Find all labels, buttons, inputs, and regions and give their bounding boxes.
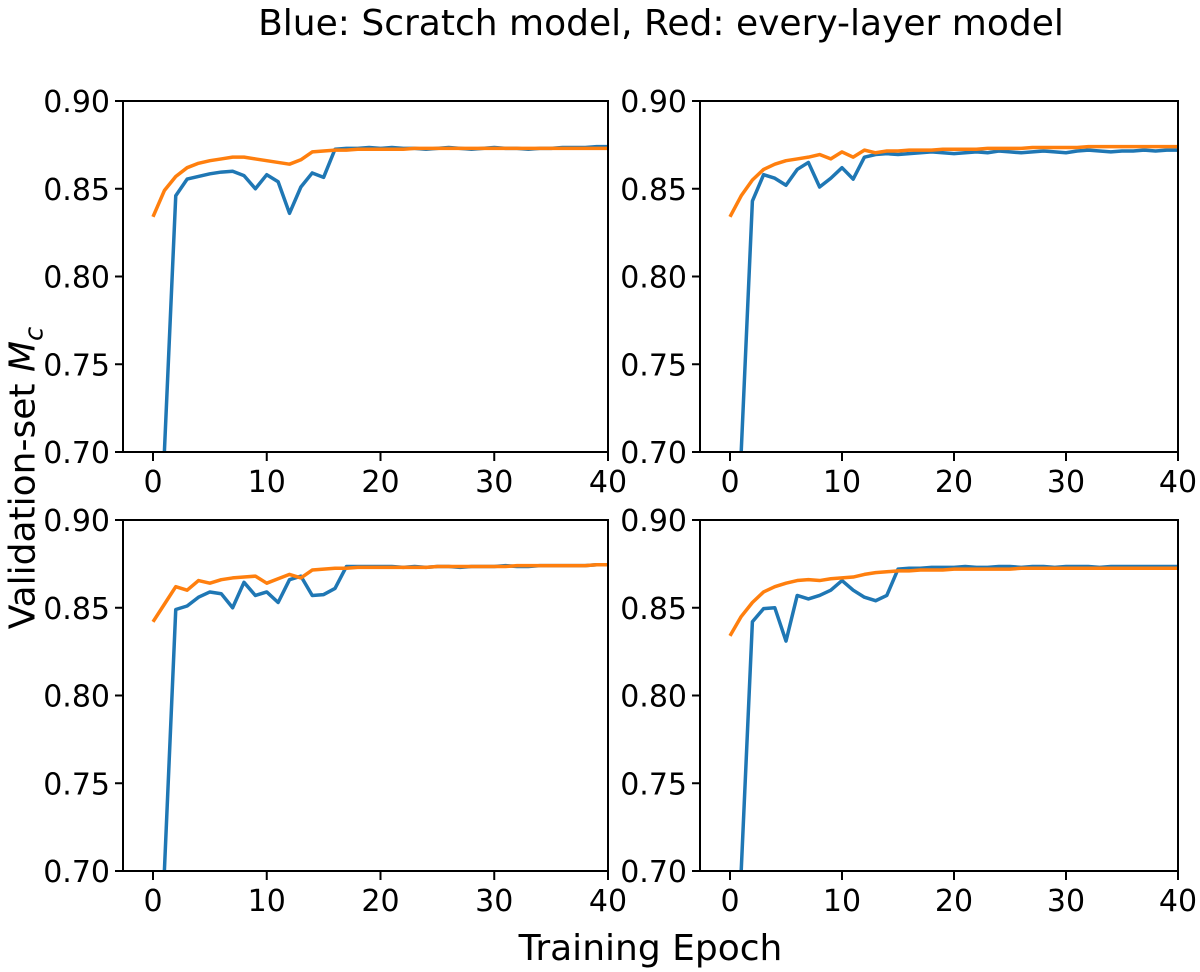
x-tick-label: 10: [823, 465, 861, 500]
x-tick-label: 0: [143, 465, 162, 500]
y-axis-label-text: Validation-set: [2, 372, 44, 630]
x-tick-label: 40: [589, 884, 627, 919]
x-tick-label: 40: [1159, 465, 1197, 500]
y-tick-label: 0.75: [43, 348, 110, 383]
x-tick-label: 20: [361, 884, 399, 919]
y-tick-label: 0.75: [620, 767, 687, 802]
axes-border: [122, 100, 609, 453]
x-tick-label: 10: [248, 884, 286, 919]
every-layer-model-line: [151, 146, 608, 218]
y-tick-label: 0.85: [620, 173, 687, 208]
subplot-top-right: 0.90 0.85 0.80 0.75 0.70 0 10 20 30 40: [620, 85, 1197, 500]
every-layer-model-line: [728, 566, 1178, 637]
x-tick-label: 40: [1159, 884, 1197, 919]
x-tick-label: 0: [720, 465, 739, 500]
every-layer-model-line: [151, 563, 608, 623]
y-tick-label: 0.70: [43, 855, 110, 890]
x-tick-label: 10: [823, 884, 861, 919]
x-axis-label: Training Epoch: [518, 928, 783, 969]
subplot-bottom-left: 0.90 0.85 0.80 0.75 0.70 0 10 20 30 40: [43, 504, 627, 919]
axes-border: [122, 519, 609, 872]
y-tick-label: 0.90: [620, 85, 687, 120]
axes-border: [699, 519, 1179, 872]
every-layer-model-line: [728, 144, 1178, 218]
y-tick-label: 0.75: [43, 767, 110, 802]
x-tick-label: 20: [935, 465, 973, 500]
y-tick-label: 0.85: [620, 592, 687, 627]
x-tick-label: 20: [935, 884, 973, 919]
x-tick-label: 10: [248, 465, 286, 500]
subplot-top-left: 0.90 0.85 0.80 0.75 0.70 0 10 20 30 40: [43, 85, 627, 500]
y-tick-label: 0.90: [43, 85, 110, 120]
scratch-model-line: [739, 148, 1178, 452]
y-axis-label-variable: M: [2, 340, 44, 373]
plot-canvas-top-left: 0.90 0.85 0.80 0.75 0.70 0 10 20 30 40: [43, 85, 627, 500]
y-tick-label: 0.80: [43, 261, 110, 296]
plot-canvas-top-right: 0.90 0.85 0.80 0.75 0.70 0 10 20 30 40: [620, 85, 1197, 500]
y-tick-label: 0.85: [43, 592, 110, 627]
plot-canvas-bottom-left: 0.90 0.85 0.80 0.75 0.70 0 10 20 30 40: [43, 504, 627, 919]
plot-canvas-bottom-right: 0.90 0.85 0.80 0.75 0.70 0 10 20 30 40: [620, 504, 1197, 919]
y-tick-label: 0.80: [620, 261, 687, 296]
y-tick-label: 0.75: [620, 348, 687, 383]
y-tick-label: 0.90: [43, 504, 110, 539]
x-tick-label: 20: [361, 465, 399, 500]
x-tick-label: 0: [143, 884, 162, 919]
y-tick-label: 0.80: [43, 680, 110, 715]
axes-border: [699, 100, 1179, 453]
y-axis-label-subscript: c: [19, 326, 50, 341]
y-tick-label: 0.90: [620, 504, 687, 539]
y-tick-label: 0.70: [43, 436, 110, 471]
x-tick-label: 0: [720, 884, 739, 919]
subplot-bottom-right: 0.90 0.85 0.80 0.75 0.70 0 10 20 30 40: [620, 504, 1197, 919]
y-tick-label: 0.80: [620, 680, 687, 715]
x-tick-label: 40: [589, 465, 627, 500]
x-tick-label: 30: [1047, 884, 1085, 919]
y-tick-label: 0.85: [43, 173, 110, 208]
figure-title: Blue: Scratch model, Red: every-layer mo…: [258, 3, 1064, 44]
y-tick-label: 0.70: [620, 855, 687, 890]
x-tick-label: 30: [1047, 465, 1085, 500]
x-tick-label: 30: [475, 884, 513, 919]
y-tick-label: 0.70: [620, 436, 687, 471]
x-tick-label: 30: [475, 465, 513, 500]
